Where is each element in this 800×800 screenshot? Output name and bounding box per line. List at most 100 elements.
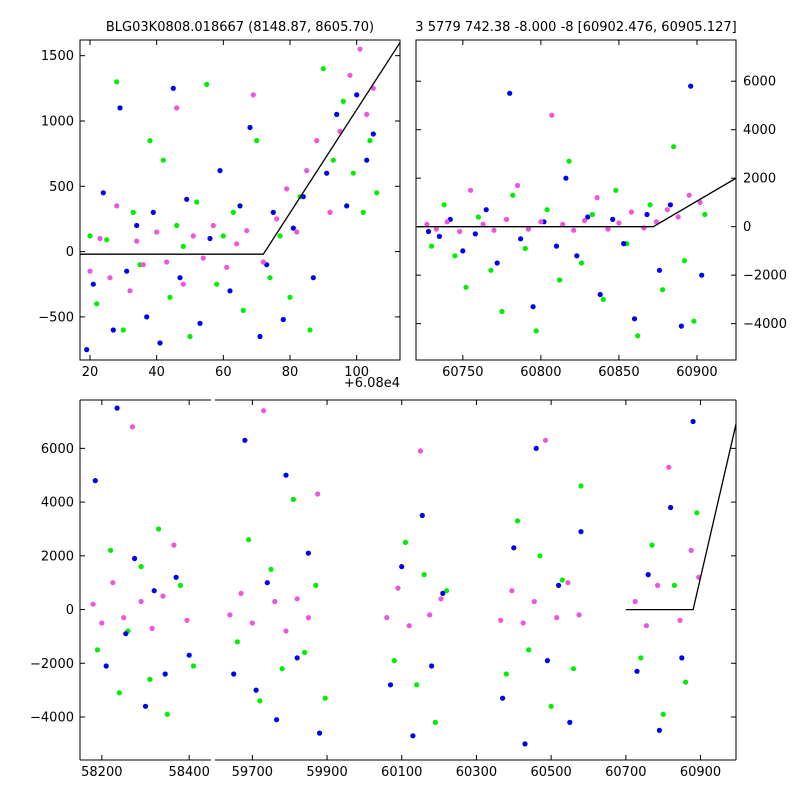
bottom-point-series-0	[570, 666, 577, 672]
top-left-point-series-2	[134, 238, 140, 244]
top-right-point-series-2	[444, 219, 450, 225]
top-right-point-series-0	[475, 214, 481, 220]
top-left-point-series-0	[194, 199, 200, 205]
bottom-point-series-2	[90, 601, 96, 607]
panel-top-left: 20 40 60 80 100 −500 0 500 1000 1500 BLG03K0808.0…	[38, 20, 401, 391]
bottom-point-series-2	[576, 612, 582, 618]
top-right-point-series-0	[533, 328, 539, 334]
bottom-x-tick-label: 60900	[680, 765, 721, 780]
top-left-point-series-2	[97, 235, 103, 242]
top-left-point-series-0	[254, 138, 260, 144]
bottom-point-series-1	[387, 682, 394, 688]
top-left-point-series-2	[224, 264, 230, 270]
top-right-point-series-1	[610, 216, 616, 222]
top-right-point-series-0	[566, 158, 572, 164]
top-left-point-series-0	[147, 138, 153, 144]
top-right-point-series-0	[463, 284, 469, 290]
top-left-point-series-0	[267, 275, 273, 281]
bottom-point-series-2	[531, 598, 537, 605]
bottom-y-tick-label: −4000	[30, 711, 74, 726]
bottom-point-series-1	[500, 695, 506, 701]
top-right-point-series-0	[613, 187, 619, 193]
bottom-point-series-2	[632, 598, 638, 605]
top-left-point-series-0	[230, 209, 236, 215]
bottom-point-series-1	[440, 590, 446, 597]
top-right-point-series-1	[530, 304, 536, 310]
bottom-point-series-2	[283, 628, 289, 634]
bottom-point-series-2	[160, 593, 166, 599]
bottom-point-series-0	[268, 566, 274, 572]
top-right-point-series-0	[671, 144, 677, 150]
top-right-point-series-0	[691, 318, 697, 324]
bottom-point-series-2	[542, 437, 549, 443]
top-left-point-series-1	[117, 105, 123, 111]
bottom-point-series-1	[231, 671, 237, 677]
bottom-point-series-1	[410, 733, 416, 739]
bottom-point-series-2	[110, 580, 116, 586]
top-right-point-series-2	[605, 226, 611, 232]
bottom-point-series-0	[526, 647, 532, 653]
bottom-point-series-2	[395, 585, 401, 591]
top-left-point-series-1	[364, 157, 370, 163]
top-left-points	[84, 46, 380, 353]
bottom-point-series-0	[548, 703, 554, 709]
top-left-point-series-1	[310, 275, 316, 281]
top-left-point-series-2	[190, 233, 196, 239]
bottom-point-series-0	[537, 553, 543, 559]
bottom-point-series-0	[660, 711, 666, 717]
bottom-point-series-1	[132, 555, 138, 562]
top-right-point-series-2	[697, 199, 703, 205]
bottom-point-series-0	[190, 663, 197, 669]
bottom-point-series-0	[559, 577, 565, 583]
bottom-y-tick-label: 2000	[41, 549, 74, 564]
panel-bottom: 58200 58400 59700 59900 60100 60300 60500 60700…	[30, 399, 737, 780]
bottom-point-series-0	[391, 658, 397, 664]
top-left-point-series-0	[367, 138, 373, 144]
top-right-title: 3 5779 742.38 -8.000 -8 [60902.476, 6090…	[415, 20, 736, 35]
bottom-x-tick-label: 58200	[81, 765, 122, 780]
bottom-point-series-1	[668, 504, 674, 511]
bottom-point-series-0	[302, 649, 308, 656]
top-right-point-series-1	[667, 202, 674, 208]
top-left-point-series-1	[354, 92, 360, 98]
top-right-point-series-2	[468, 187, 474, 193]
top-right-point-series-0	[522, 245, 528, 252]
bottom-point-series-2	[138, 598, 144, 605]
bottom-point-series-1	[556, 582, 562, 589]
bottom-point-series-1	[690, 418, 696, 425]
bottom-point-series-2	[509, 588, 515, 594]
top-left-y-tick-label: −500	[38, 310, 74, 325]
top-right-point-series-1	[678, 323, 685, 329]
top-left-x-tick-label: 100	[344, 365, 369, 380]
top-right-point-series-1	[688, 83, 694, 89]
top-left-point-series-2	[260, 259, 266, 265]
top-right-point-series-1	[644, 211, 650, 218]
top-left-point-series-2	[250, 92, 256, 98]
top-left-point-series-2	[200, 255, 206, 261]
top-left-point-series-1	[324, 170, 330, 176]
top-left-point-series-0	[130, 209, 136, 215]
bottom-point-series-0	[671, 582, 678, 589]
top-left-point-series-0	[114, 79, 120, 85]
bottom-point-series-2	[129, 424, 135, 430]
top-left-point-series-2	[174, 105, 180, 111]
top-right-point-series-2	[560, 221, 566, 227]
top-right-point-series-1	[699, 272, 705, 278]
top-right-point-series-2	[616, 220, 622, 226]
bottom-point-series-1	[656, 727, 663, 734]
bottom-point-series-0	[444, 588, 450, 594]
top-left-point-series-2	[357, 46, 363, 52]
bottom-point-series-1	[123, 631, 129, 637]
top-left-point-series-2	[347, 72, 353, 78]
top-left-point-series-0	[340, 98, 346, 104]
top-left-point-series-1	[370, 131, 376, 137]
bottom-point-series-1	[399, 564, 405, 570]
top-left-point-series-0	[240, 307, 246, 313]
bottom-point-series-2	[149, 625, 155, 632]
bottom-point-series-1	[533, 445, 539, 451]
bottom-point-series-2	[427, 612, 433, 618]
bottom-points	[90, 405, 702, 747]
bottom-point-series-1	[305, 550, 311, 556]
top-right-point-series-2	[582, 218, 588, 224]
